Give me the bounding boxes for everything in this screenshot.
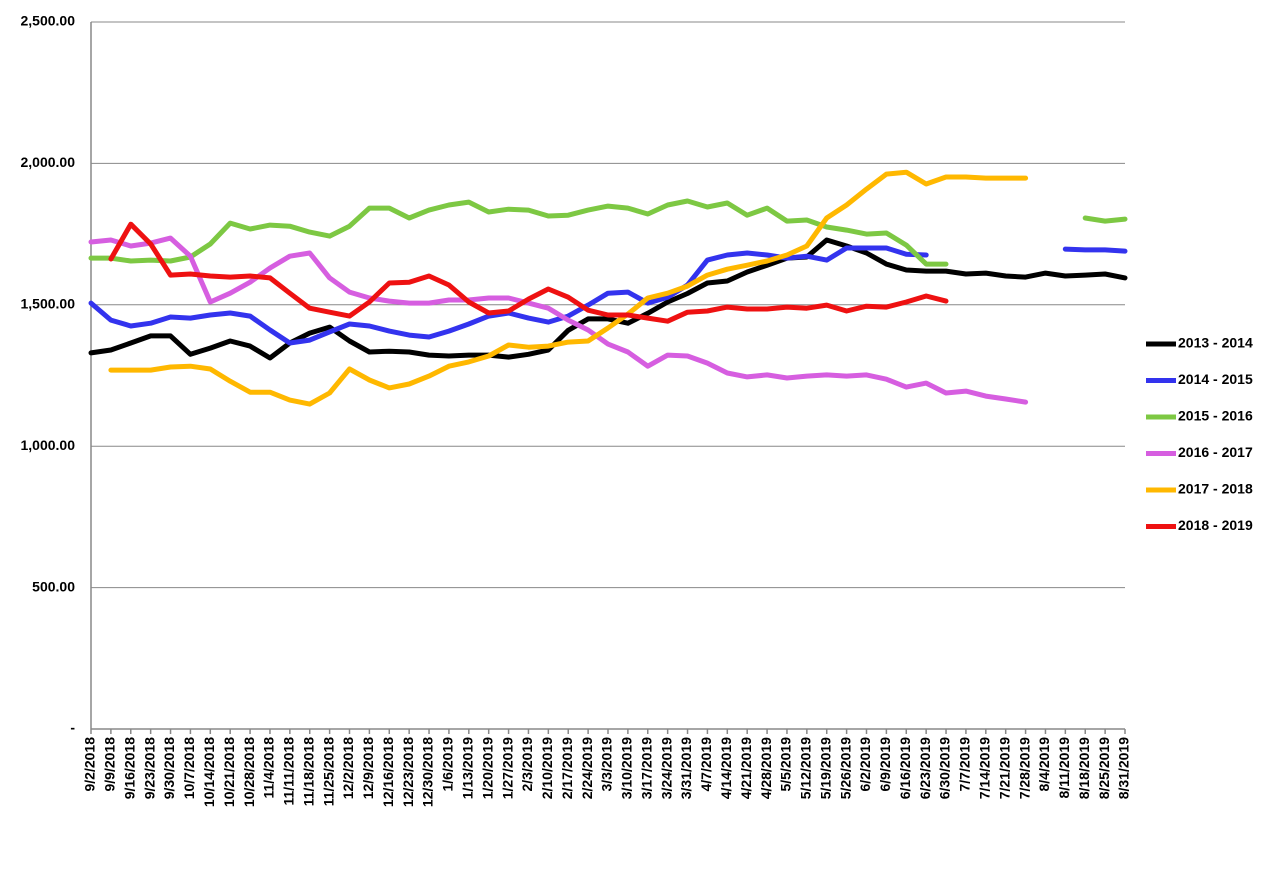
x-tick-label: 3/10/2019: [619, 737, 635, 799]
x-tick-label: 1/6/2019: [440, 737, 456, 792]
x-tick-label: 2/17/2019: [559, 737, 575, 799]
y-tick-label: -: [70, 720, 75, 736]
x-tick-label: 9/16/2018: [121, 737, 137, 799]
x-tick-label: 4/28/2019: [758, 737, 774, 799]
y-tick-label: 1,000.00: [21, 437, 76, 453]
series-line: [88, 198, 1128, 267]
x-tick-label: 10/21/2018: [221, 737, 237, 807]
series-line: [88, 235, 1029, 405]
x-tick-label: 1/13/2019: [460, 737, 476, 799]
x-tick-label: 5/5/2019: [778, 737, 794, 792]
y-tick-label: 2,500.00: [21, 13, 76, 29]
legend-label: 2016 - 2017: [1178, 444, 1253, 460]
x-tick-label: 1/27/2019: [499, 737, 515, 799]
x-tick-label: 7/7/2019: [957, 737, 973, 792]
x-tick-label: 7/14/2019: [977, 737, 993, 799]
x-tick-label: 3/24/2019: [658, 737, 674, 799]
x-tick-label: 12/2/2018: [340, 737, 356, 799]
x-tick-label: 6/23/2019: [917, 737, 933, 799]
x-tick-label: 6/16/2019: [897, 737, 913, 799]
x-tick-label: 2/24/2019: [579, 737, 595, 799]
x-tick-label: 11/11/2018: [281, 737, 297, 806]
x-tick-label: 9/23/2018: [141, 737, 157, 799]
series-line: [108, 169, 1029, 407]
x-tick-label: 8/25/2019: [1096, 737, 1112, 799]
y-tick-label: 1,500.00: [21, 296, 76, 312]
x-tick-label: 11/18/2018: [300, 737, 316, 807]
x-tick-label: 3/17/2019: [638, 737, 654, 799]
legend-label: 2013 - 2014: [1178, 335, 1253, 351]
y-tick-label: 500.00: [32, 578, 75, 594]
x-tick-label: 12/23/2018: [400, 737, 416, 807]
x-tick-label: 6/9/2019: [877, 737, 893, 792]
x-tick-label: 9/2/2018: [82, 737, 98, 792]
x-tick-label: 12/16/2018: [380, 737, 396, 807]
legend-label: 2014 - 2015: [1178, 371, 1253, 387]
x-tick-label: 5/19/2019: [817, 737, 833, 799]
x-tick-label: 7/21/2019: [996, 737, 1012, 799]
x-tick-label: 2/10/2019: [539, 737, 555, 799]
x-tick-label: 8/11/2019: [1056, 737, 1072, 799]
x-tick-label: 5/26/2019: [837, 737, 853, 799]
x-tick-label: 10/7/2018: [181, 737, 197, 799]
legend-label: 2017 - 2018: [1178, 481, 1253, 497]
x-tick-label: 7/28/2019: [1016, 737, 1032, 799]
x-tick-label: 12/30/2018: [420, 737, 436, 807]
x-tick-label: 9/9/2018: [102, 737, 118, 792]
x-tick-label: 8/18/2019: [1076, 737, 1092, 799]
x-tick-label: 5/12/2019: [798, 737, 814, 799]
x-tick-label: 10/14/2018: [201, 737, 217, 807]
x-tick-label: 6/30/2019: [937, 737, 953, 799]
legend-label: 2015 - 2016: [1178, 408, 1253, 424]
x-tick-label: 3/3/2019: [599, 737, 615, 792]
x-tick-label: 4/21/2019: [738, 737, 754, 799]
x-tick-label: 11/4/2018: [261, 737, 277, 799]
x-tick-label: 8/31/2019: [1116, 737, 1132, 799]
series-line: [88, 237, 1128, 361]
x-tick-label: 2/3/2019: [519, 737, 535, 792]
legend-label: 2018 - 2019: [1178, 517, 1253, 533]
x-tick-label: 8/4/2019: [1036, 737, 1052, 792]
x-tick-label: 4/7/2019: [698, 737, 714, 792]
x-tick-label: 11/25/2018: [320, 737, 336, 807]
x-tick-label: 1/20/2019: [479, 737, 495, 799]
x-tick-label: 3/31/2019: [678, 737, 694, 799]
x-tick-label: 12/9/2018: [360, 737, 376, 799]
series-line: [108, 221, 949, 324]
y-tick-label: 2,000.00: [21, 154, 76, 170]
x-tick-label: 10/28/2018: [241, 737, 257, 807]
x-tick-label: 9/30/2018: [161, 737, 177, 799]
x-tick-label: 4/14/2019: [718, 737, 734, 799]
x-tick-label: 6/2/2019: [857, 737, 873, 792]
